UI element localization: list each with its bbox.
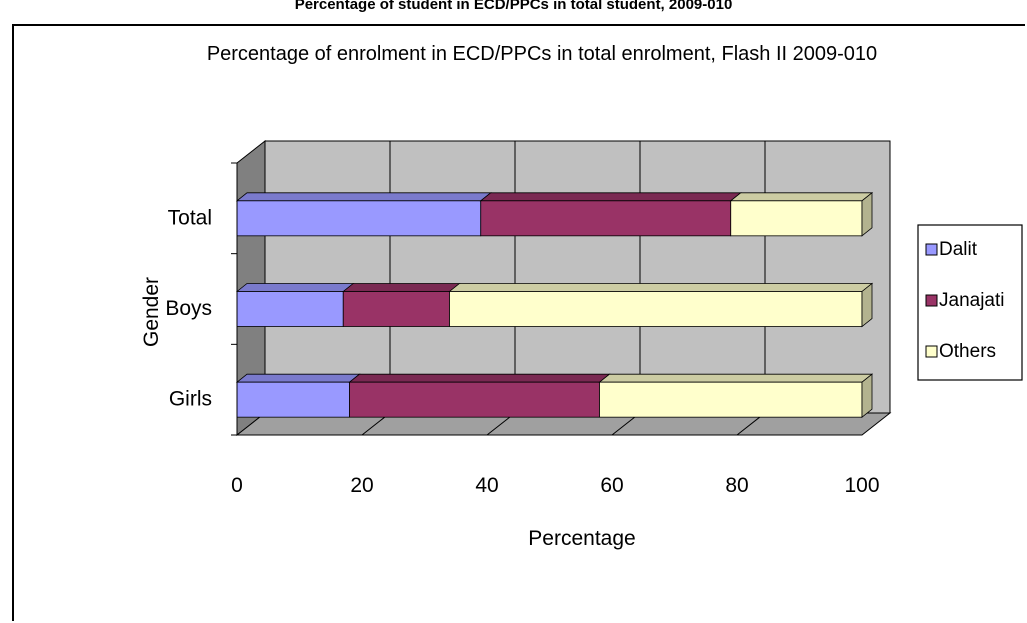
bar-top: [448, 283, 874, 292]
legend-swatch-others: [925, 345, 938, 358]
legend-swatch-janajati: [925, 294, 938, 307]
x-tick-label: 100: [844, 474, 879, 497]
plot-walls: [235, 139, 892, 437]
bar-janajati: [480, 200, 732, 237]
bar-top: [598, 373, 874, 383]
bar-side: [861, 192, 873, 237]
x-tick-label: 80: [725, 474, 748, 497]
bar-top: [348, 373, 611, 383]
chart-title: Percentage of enrolment in ECD/PPCs in t…: [207, 43, 877, 65]
y-tick-label: Boys: [165, 297, 212, 320]
bar-dalit: [236, 381, 350, 418]
legend-label-dalit: Dalit: [939, 239, 978, 260]
legend-label-janajati: Janajati: [939, 290, 1005, 311]
floor: [235, 412, 892, 436]
bar-janajati: [342, 291, 450, 327]
bar-dalit: [236, 291, 344, 327]
bar-top: [342, 283, 461, 292]
bar-group-total: Total: [168, 192, 874, 237]
back-wall: [264, 140, 891, 414]
legend: Dalit Janajati Others: [917, 224, 1023, 381]
y-tick-label: Girls: [169, 388, 212, 411]
bar-top: [235, 373, 361, 383]
y-tick-label: Total: [168, 206, 212, 229]
bar-top: [729, 192, 874, 202]
x-tick-label: 60: [600, 474, 623, 497]
bar-others: [730, 200, 863, 237]
bar-dalit: [236, 200, 482, 237]
bar-top: [235, 283, 355, 292]
bar-side: [861, 373, 873, 418]
gridlines: [361, 141, 766, 436]
bar-others: [599, 381, 863, 418]
bar-group-boys: Boys: [165, 282, 874, 328]
figure-caption: Percentage of student in ECD/PPCs in tot…: [294, 0, 733, 13]
chart-frame: [12, 24, 1025, 621]
bar-others: [449, 291, 863, 327]
bar-side: [861, 282, 873, 328]
y-axis-label: Gender: [140, 277, 163, 347]
x-tick-label: 40: [475, 474, 498, 497]
bar-janajati: [349, 381, 600, 418]
legend-swatch-dalit: [925, 243, 938, 256]
axes: 0 20 40 60 80 100: [231, 162, 880, 497]
x-axis-label: Percentage: [528, 527, 635, 550]
bar-top: [479, 192, 742, 202]
x-tick-label: 0: [231, 474, 243, 497]
bar-top: [235, 192, 492, 202]
x-tick-label: 20: [350, 474, 373, 497]
legend-label-others: Others: [939, 341, 996, 362]
bars: Total Boys Girls: [165, 192, 874, 418]
bar-group-girls: Girls: [169, 373, 874, 418]
